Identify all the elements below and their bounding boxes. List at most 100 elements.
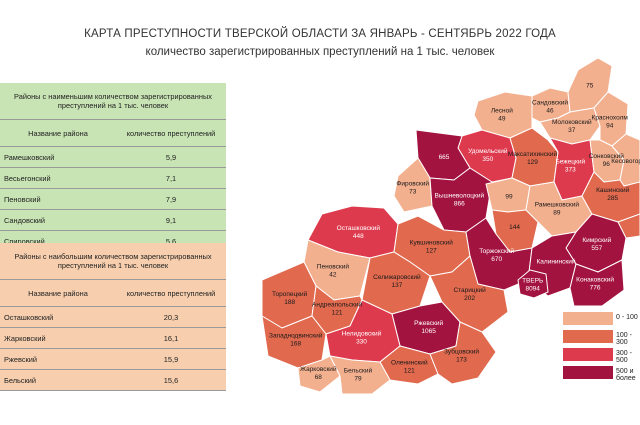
region-value-sonkovsky: 96 [603,161,611,168]
region-name-andreapolsky: Андреапольский [312,300,362,308]
region-value-ostashkovsky: 448 [353,233,364,240]
crime-value: 20,3 [116,306,226,328]
district-name: Рамешковский [0,146,116,168]
table-row: Бельский 15,6 [0,369,226,391]
region-value-oleninsky: 121 [404,368,415,375]
legend-swatch-1 [563,312,613,325]
region-value-kuvshinovsky: 127 [426,248,437,255]
region-name-maksatikhinsky: Максатихинский [508,150,558,158]
region-name-nelidovsky: Нелидовский [342,329,382,337]
region-value-vyshnevolotsky: 866 [454,200,465,207]
region-value-firovsky: 73 [409,189,417,196]
region-value-lesnoy: 49 [498,115,506,122]
region-value-tver: 8094 [525,286,540,293]
highest-crime-table: Районы с наибольшим количеством зарегист… [0,243,226,391]
region-value-selizharovsky: 137 [391,282,402,289]
map-title: КАРТА ПРЕСТУПНОСТИ ТВЕРСКОЙ ОБЛАСТИ ЗА Я… [84,28,556,40]
table-row: Рамешковский 5,9 [0,146,226,168]
region-name-sandovsky: Сандовский [532,99,568,107]
region-name-molokovsky: Молоковский [552,118,592,126]
region-value-kashinsky: 285 [607,195,618,202]
region-name-firovsky: Фировский [396,180,429,188]
region-value-molokovsky: 37 [568,127,576,134]
district-name: Бельский [0,369,116,391]
crime-value: 16,1 [116,327,226,349]
table-row: Весьегонский 7,1 [0,167,226,189]
crime-value: 7,1 [116,167,226,189]
region-name-zubtsovsky: Зубцовский [444,347,479,355]
table-row: Ржевский 15,9 [0,348,226,370]
district-name: Осташковский [0,306,116,328]
region-name-rameshkovsky: Рамешковский [535,201,580,209]
table-row: Пеновский 7,9 [0,188,226,210]
lowest-col-value: количество преступлений [116,119,226,147]
region-name-vyshnevolotsky: Вышневолоцкий [435,191,485,199]
region-name-kimrsky: Кимрский [582,236,611,244]
map-subtitle: количество зарегистрированных преступлен… [145,46,495,58]
legend-label-4: 500 и более [616,368,636,382]
legend-label-2: 100 - 300 [616,332,632,346]
district-name: Весьегонский [0,167,116,189]
region-name-kuvshinovsky: Кувшиновский [410,239,454,247]
region-zubtsovsky [429,321,497,385]
legend-label-3: 300 - 500 [616,350,632,364]
region-name-konakovsky: Конаковский [576,276,614,284]
region-name-bezhetsky: Бежецкий [555,158,585,166]
table-row: Жарковский 16,1 [0,327,226,349]
crime-value: 5,9 [116,146,226,168]
region-value-rameshkovsky: 89 [553,210,561,217]
region-name-zapadnodvinsky: Западнодвинский [269,332,323,340]
region-name-belsky: Бельский [344,367,373,375]
region-name-zharkovsky: Жарковский [300,365,337,373]
region-name-toropetsky: Торопецкий [272,290,308,298]
district-name: Ржевский [0,348,116,370]
region-value-bezhetsky: 373 [565,167,576,174]
region-value-udomelsky: 350 [482,156,493,163]
region-value-maksatikhinsky: 129 [527,159,538,166]
highest-col-value: количество преступлений [116,279,226,307]
lowest-crime-table: Районы с наименьшим количеством зарегист… [0,83,226,252]
region-value-andreapolsky: 121 [332,309,343,316]
region-value-sandovsky: 46 [546,108,554,115]
legend-swatch-4 [563,366,613,379]
region-value-kimrsky: 557 [591,245,602,252]
district-name: Жарковский [0,327,116,349]
region-value-likhoslavlsky: 144 [509,224,520,231]
region-zapadnodvinsky [261,315,327,369]
region-value-penovsky: 42 [329,272,337,279]
region-tver [517,269,549,299]
table-row: Сандовский 9,1 [0,209,226,231]
region-name-kesovogorsky: Кесовогор [611,158,640,165]
region-value-belsky: 79 [354,376,362,383]
region-name-lesnoy: Лесной [491,106,513,114]
region-name-staritsky: Старицкий [453,286,486,294]
region-name-selizharovsky: Селижаровский [373,273,421,281]
legend-swatch-2 [563,330,613,343]
highest-col-name: Название района [0,279,116,307]
region-value-rzhevsky: 1065 [421,328,436,335]
crime-value: 15,9 [116,348,226,370]
region-value-vesyegonsky: 75 [586,82,594,89]
region-value-krasnokholmsky: 94 [606,122,614,129]
region-value-torzhoksky: 670 [491,256,502,263]
region-value-zharkovsky: 68 [315,374,323,381]
region-value-bologovsky: 665 [439,154,450,161]
table-row: Осташковский 20,3 [0,306,226,328]
region-value-zapadnodvinsky: 168 [290,341,301,348]
highest-table-heading: Районы с наибольшим количеством зарегист… [0,243,226,280]
legend-label-1: 0 - 100 [616,314,638,321]
region-name-kalininsky: Калининский [537,258,576,266]
lowest-col-name: Название района [0,119,116,147]
region-value-konakovsky: 776 [590,285,601,292]
legend-swatch-3 [563,348,613,361]
region-name-udomelsky: Удомельский [468,147,508,155]
region-name-penovsky: Пеновский [317,263,350,271]
region-name-sonkovsky: Сонковский [589,152,625,160]
region-name-kashinsky: Кашинский [596,186,630,194]
region-name-ostashkovsky: Осташковский [337,224,381,232]
region-konakovsky [569,259,625,307]
region-value-toropetsky: 188 [284,299,295,306]
region-value-spirovsky: 99 [505,194,513,201]
region-name-krasnokholmsky: Краснохолм [592,114,629,121]
